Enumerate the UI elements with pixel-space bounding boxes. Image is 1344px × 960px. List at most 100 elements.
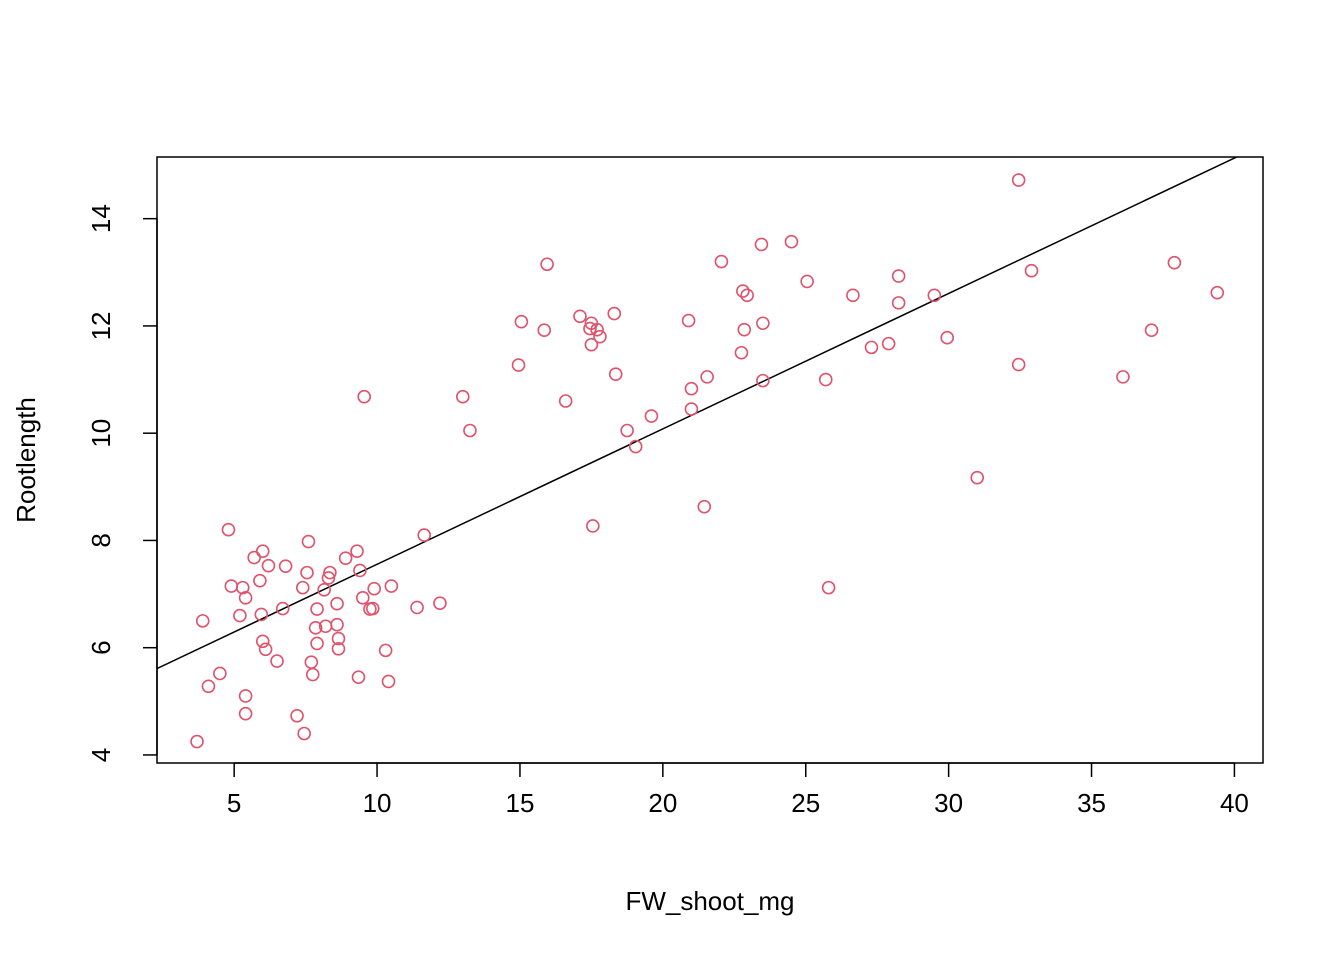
data-point [1167,255,1182,270]
data-point [323,565,337,580]
data-point [221,522,236,537]
y-axis: 4 6 8 10 12 14 [86,204,158,762]
data-point [583,321,597,336]
y-tick-label: 6 [86,640,116,654]
data-point [433,596,447,610]
x-tick-label: 15 [505,788,534,818]
x-tick-label: 30 [934,788,963,818]
data-point [258,642,273,657]
data-point [261,558,276,573]
data-point [238,706,253,721]
x-tick-label: 35 [1077,788,1106,818]
data-point [697,499,712,514]
data-point [290,709,304,723]
data-point [891,269,906,283]
data-point [463,423,477,438]
regression-line [157,157,1239,670]
points-layer [190,173,1225,749]
data-point [558,394,573,408]
data-point [238,591,253,605]
data-point [353,563,367,578]
x-tick-label: 10 [363,788,392,818]
data-point [1011,357,1026,372]
data-point [927,288,942,303]
data-point [275,601,290,616]
data-point [590,322,604,337]
data-point [255,544,270,558]
data-point [224,579,239,593]
x-axis-label: FW_shoot_mg [625,886,794,916]
data-point [756,316,770,331]
data-point [330,617,344,632]
data-point [714,254,729,269]
x-tick-label: 25 [791,788,820,818]
data-point [593,329,607,344]
data-point [818,372,833,387]
y-tick-label: 8 [86,533,116,547]
data-point [644,409,659,423]
y-axis-label: Rootlength [11,397,41,523]
data-point [367,581,381,596]
data-point [756,373,770,388]
data-point [821,580,836,595]
data-point [970,470,985,485]
data-point [254,607,269,622]
x-tick-label: 40 [1220,788,1249,818]
x-axis: 5 10 15 20 25 30 35 40 [227,762,1249,818]
data-point [800,274,814,289]
data-point [304,655,319,669]
data-point [1011,173,1026,187]
x-tick-label: 5 [227,788,241,818]
data-point [310,602,324,616]
data-point [297,726,311,741]
data-point [607,306,622,321]
data-point [1144,323,1159,338]
data-point [365,601,380,616]
data-point [628,439,643,454]
data-point [700,370,714,384]
data-point [540,257,554,272]
x-tick-label: 20 [648,788,677,818]
data-point [317,582,331,597]
data-point [235,580,250,595]
data-point [754,237,769,252]
data-point [351,670,366,684]
data-point [455,389,470,404]
data-point [357,389,371,404]
data-point [620,423,634,438]
data-point [330,596,344,611]
data-point [881,336,896,351]
data-point [511,358,526,372]
data-point [940,330,955,345]
data-point [417,528,432,542]
data-point [846,288,860,303]
data-point [514,314,529,329]
data-point [238,689,253,703]
data-point [201,679,216,694]
y-tick-label: 10 [86,419,116,448]
data-point [350,544,364,558]
data-point [255,634,270,649]
plot-frame [156,156,1264,764]
data-point [573,309,587,324]
data-point [734,345,749,360]
data-point [381,674,396,689]
y-tick-label: 4 [86,748,116,762]
y-tick-label: 12 [86,311,116,340]
data-point [740,288,754,303]
data-point [301,534,316,549]
data-point [1210,285,1225,300]
data-point [410,600,424,615]
data-point [584,337,599,352]
data-point [378,643,393,658]
data-point [681,313,696,328]
data-point [1116,370,1130,384]
data-point [537,323,552,338]
regression-layer [157,157,1239,670]
y-tick-label: 14 [86,204,116,233]
data-point [384,579,399,593]
data-point [864,340,879,355]
data-point [233,608,247,623]
data-point [300,565,314,580]
